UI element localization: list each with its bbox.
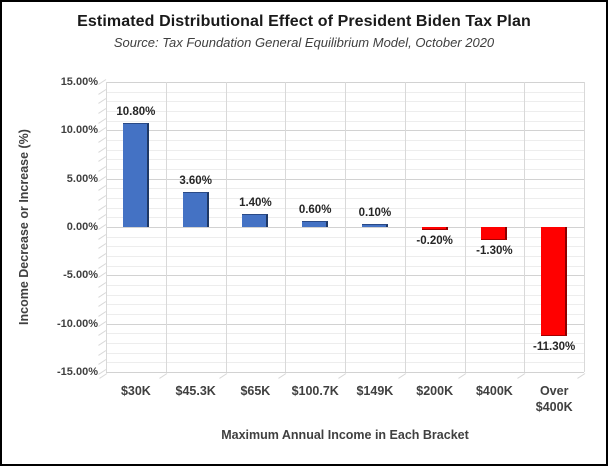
- bar-Over $400K: [541, 227, 568, 337]
- vertical-gridline: [457, 82, 466, 379]
- bar-$400K: [481, 227, 508, 240]
- y-axis-title: Income Decrease or Increase (%): [17, 129, 31, 325]
- bar-data-label: 0.10%: [358, 207, 392, 219]
- bar-data-label: -0.20%: [416, 235, 453, 247]
- x-tick-label: $200K: [416, 384, 454, 398]
- bar-data-label: -1.30%: [476, 244, 513, 257]
- vertical-gridline: [278, 82, 287, 379]
- y-tick-label: -15.00%: [57, 366, 98, 378]
- x-tick-label: $45.3K: [175, 384, 216, 398]
- bar-data-label: -11.30%: [533, 341, 576, 354]
- x-tick-label: $100.7K: [291, 384, 339, 398]
- y-tick-label: -10.00%: [57, 317, 98, 330]
- gridline-hook: [99, 373, 108, 379]
- y-tick-label: 5.00%: [66, 172, 98, 185]
- bar-data-label: 10.80%: [116, 105, 156, 118]
- gridline-hook: [338, 373, 347, 379]
- bar-$149K: [361, 224, 388, 227]
- bar-$45.3K: [182, 192, 209, 227]
- y-tick-label: -5.00%: [63, 269, 98, 282]
- vertical-gridline: [158, 82, 168, 379]
- bar-data-label: 1.40%: [239, 196, 272, 209]
- bar-data-label: 3.60%: [179, 175, 212, 188]
- bar-$100.7K: [302, 221, 329, 227]
- y-tick-label: 10.00%: [60, 124, 98, 137]
- x-tick-label: Over $400K: [535, 384, 573, 414]
- vertical-gridline: [577, 82, 586, 379]
- vertical-gridline: [517, 82, 526, 379]
- bar-$65K: [242, 213, 269, 227]
- vertical-gridline: [99, 82, 108, 379]
- gridline-hook: [218, 373, 227, 379]
- bar-data-label: 0.60%: [298, 204, 332, 217]
- chart-title: Estimated Distributional Effect of Presi…: [77, 13, 531, 30]
- vertical-gridline: [338, 82, 347, 379]
- major-gridline: [98, 369, 584, 375]
- bar-$200K: [421, 227, 448, 230]
- bar-$30K: [122, 122, 149, 227]
- gridline-hook: [457, 373, 466, 379]
- gridline-hook: [397, 373, 407, 379]
- gridline-hook: [278, 373, 287, 379]
- gridline-hook: [158, 373, 168, 379]
- y-tick-label: 15.00%: [60, 76, 98, 88]
- x-tick-label: $400K: [475, 384, 513, 398]
- chart-subtitle: Source: Tax Foundation General Equilibri…: [113, 35, 495, 50]
- plot-area: [98, 79, 586, 379]
- x-tick-label: $65K: [240, 384, 271, 398]
- x-tick-label: $149K: [356, 384, 394, 398]
- gridline-hook: [517, 373, 526, 379]
- gridline-hook: [577, 373, 586, 379]
- y-tick-label: 0.00%: [66, 221, 98, 233]
- vertical-gridline: [218, 82, 227, 379]
- vertical-gridline: [397, 82, 407, 379]
- x-tick-label: $30K: [120, 384, 151, 398]
- x-axis-title: Maximum Annual Income in Each Bracket: [221, 428, 469, 442]
